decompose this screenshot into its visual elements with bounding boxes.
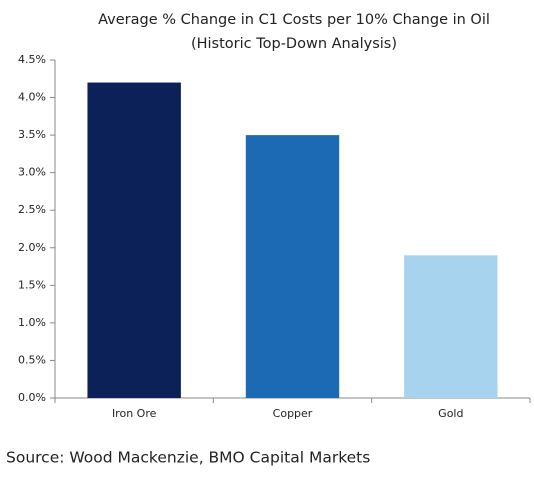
- x-tick-label: Iron Ore: [112, 407, 157, 420]
- y-tick-label: 1.0%: [18, 316, 46, 329]
- y-tick-label: 2.5%: [18, 203, 46, 216]
- y-tick-label: 3.5%: [18, 128, 46, 141]
- y-tick-label: 0.0%: [18, 391, 46, 404]
- x-tick-label: Copper: [273, 407, 313, 420]
- chart-title: Average % Change in C1 Costs per 10% Cha…: [98, 12, 490, 28]
- x-tick-label: Gold: [438, 407, 463, 420]
- y-tick-label: 3.0%: [18, 166, 46, 179]
- bar: [87, 82, 181, 399]
- y-tick-label: 2.0%: [18, 241, 46, 254]
- y-tick-label: 4.5%: [18, 53, 46, 66]
- y-tick-label: 1.5%: [18, 278, 46, 291]
- bar: [404, 255, 498, 398]
- bar: [245, 135, 340, 398]
- chart-subtitle: (Historic Top-Down Analysis): [191, 36, 397, 52]
- source-note: Source: Wood Mackenzie, BMO Capital Mark…: [6, 449, 370, 467]
- y-tick-label: 0.5%: [18, 353, 46, 366]
- y-tick-label: 4.0%: [18, 91, 46, 104]
